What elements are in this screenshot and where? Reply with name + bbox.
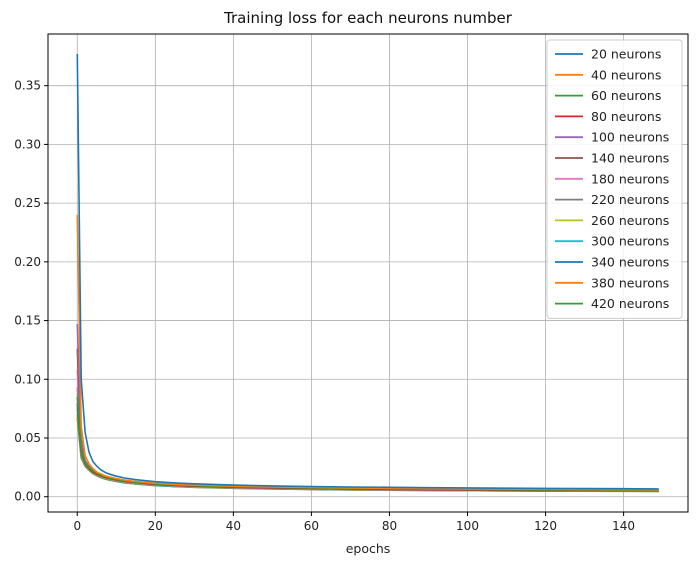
legend-label: 140 neurons bbox=[591, 151, 669, 166]
y-tick-label: 0.35 bbox=[14, 79, 41, 93]
y-tick-label: 0.25 bbox=[14, 196, 41, 210]
y-tick-label: 0.10 bbox=[14, 372, 41, 386]
y-tick-label: 0.05 bbox=[14, 431, 41, 445]
series-line bbox=[76, 405, 659, 493]
series-line bbox=[76, 369, 659, 492]
legend-label: 80 neurons bbox=[591, 109, 661, 124]
x-tick-label: 80 bbox=[382, 519, 397, 533]
legend-box bbox=[546, 39, 683, 319]
series-line bbox=[76, 402, 659, 492]
series-lines bbox=[76, 53, 659, 493]
plot-frame bbox=[47, 33, 689, 513]
y-tick-label: 0.00 bbox=[14, 490, 41, 504]
legend-label: 20 neurons bbox=[591, 47, 661, 62]
x-tick-label: 120 bbox=[534, 519, 557, 533]
chart-title: Training loss for each neurons number bbox=[223, 9, 513, 27]
legend-label: 100 neurons bbox=[591, 130, 669, 145]
legend-label: 340 neurons bbox=[591, 255, 669, 270]
legend: 20 neurons 40 neurons 60 neurons 80 neurons… bbox=[546, 39, 683, 319]
series-line bbox=[76, 414, 659, 493]
x-tick-label: 60 bbox=[304, 519, 319, 533]
axis-ticks: 0 20 40 60 80 100 120 140 0.00 0.05 0.10 0.15 0.20 0.… bbox=[14, 79, 635, 533]
x-tick-label: 40 bbox=[226, 519, 241, 533]
series-line bbox=[76, 387, 659, 492]
y-tick-label: 0.15 bbox=[14, 314, 41, 328]
series-line bbox=[76, 214, 659, 491]
legend-label: 420 neurons bbox=[591, 296, 669, 311]
legend-label: 260 neurons bbox=[591, 213, 669, 228]
x-axis-title: epochs bbox=[346, 541, 391, 556]
series-line bbox=[76, 417, 659, 493]
x-tick-label: 0 bbox=[73, 519, 81, 533]
y-tick-label: 0.20 bbox=[14, 255, 41, 269]
series-line bbox=[76, 53, 659, 490]
series-line bbox=[76, 396, 659, 492]
x-tick-label: 140 bbox=[612, 519, 635, 533]
y-tick-label: 0.30 bbox=[14, 137, 41, 151]
legend-label: 380 neurons bbox=[591, 275, 669, 290]
legend-label: 180 neurons bbox=[591, 171, 669, 186]
legend-label: 60 neurons bbox=[591, 88, 661, 103]
series-line bbox=[76, 324, 659, 492]
legend-label: 300 neurons bbox=[591, 234, 669, 249]
series-line bbox=[76, 348, 659, 492]
series-line bbox=[76, 408, 659, 493]
legend-label: 220 neurons bbox=[591, 192, 669, 207]
x-tick-label: 100 bbox=[456, 519, 479, 533]
x-tick-label: 20 bbox=[148, 519, 163, 533]
legend-label: 40 neurons bbox=[591, 67, 661, 82]
series-line bbox=[76, 393, 659, 492]
